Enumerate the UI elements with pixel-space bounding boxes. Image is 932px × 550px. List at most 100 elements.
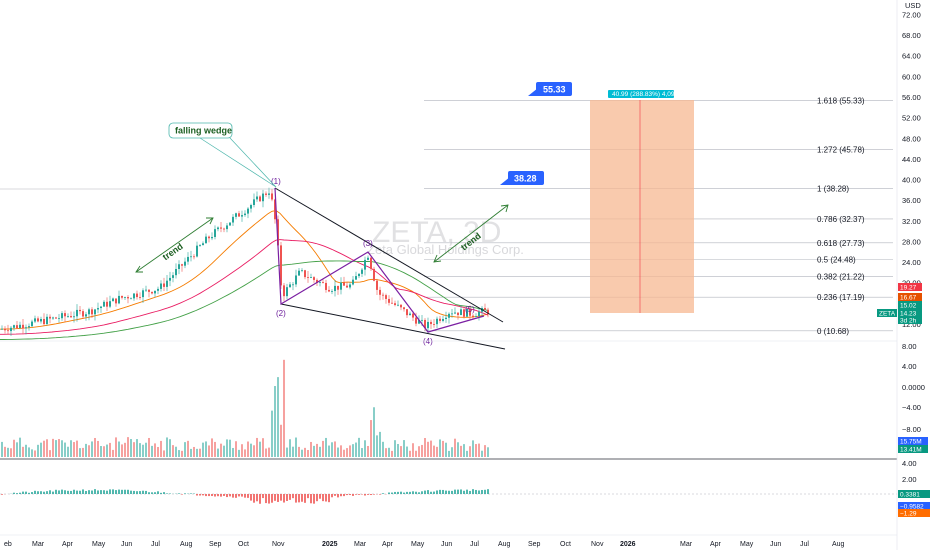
volume-bar-152 (457, 442, 459, 457)
callout-pointer-a (229, 137, 277, 188)
macd-bar-147 (442, 489, 444, 494)
candle-body-71 (214, 229, 216, 237)
time-tick-0: eb (4, 541, 12, 548)
macd-bar-82 (247, 494, 249, 498)
macd-bar-142 (427, 490, 429, 494)
watermark-ticker: ZETA, 3D (372, 216, 501, 249)
trend-arrow-right-head-up (500, 204, 509, 213)
candle-body-136 (409, 313, 411, 316)
candle-body-144 (433, 324, 435, 325)
volume-bar-24 (73, 442, 75, 457)
macd-bar-114 (343, 494, 345, 497)
macd-bar-127 (382, 493, 384, 494)
macd-bar-44 (133, 490, 135, 494)
candle-body-135 (406, 309, 408, 316)
macd-bar-117 (352, 494, 354, 496)
candle-body-47 (142, 290, 144, 298)
macd-bar-6 (19, 492, 21, 494)
volume-bar-132 (397, 443, 399, 457)
candle-body-55 (166, 280, 168, 287)
macd-bar-150 (451, 490, 453, 494)
candle-body-35 (106, 301, 108, 307)
macd-bar-61 (184, 493, 186, 494)
macd-bar-111 (334, 494, 336, 496)
trend-arrow-right (433, 204, 509, 263)
candle-body-106 (319, 282, 321, 283)
falling-wedge-callout[interactable] (168, 122, 233, 139)
long-position-box[interactable] (590, 100, 694, 313)
macd-bar-15 (46, 491, 48, 494)
candle-body-89 (268, 193, 270, 195)
volume-bar-81 (244, 449, 246, 457)
macd-bar-51 (154, 492, 156, 494)
volume-bar-114 (343, 449, 345, 457)
volume-bar-115 (346, 448, 348, 457)
candle-body-91 (274, 199, 276, 220)
macd-bar-95 (286, 494, 288, 501)
candle-body-22 (67, 316, 69, 317)
macd-tick-1: 2.00 (902, 475, 917, 484)
macd-bar-105 (316, 494, 318, 502)
volume-bar-84 (253, 445, 255, 457)
target-tag-upper[interactable] (536, 82, 572, 96)
candle-body-44 (133, 293, 135, 299)
volume-bar-96 (289, 439, 291, 457)
volume-bar-20 (61, 440, 63, 457)
volume-bar-158 (475, 444, 477, 457)
macd-bar-91 (274, 494, 276, 501)
volume-bar-43 (130, 439, 132, 457)
macd-bar-152 (457, 489, 459, 494)
macd-bar-30 (91, 490, 93, 494)
macd-bar-118 (355, 494, 357, 495)
volume-bar-112 (337, 447, 339, 457)
candle-body-25 (76, 309, 78, 317)
volume-bar-9 (28, 447, 30, 457)
macd-bar-67 (202, 494, 204, 496)
macd-bar-122 (367, 494, 369, 495)
candle-body-97 (292, 284, 294, 286)
candle-body-139 (418, 320, 420, 324)
candle-body-158 (475, 316, 477, 318)
macd-bar-81 (244, 494, 246, 498)
volume-bar-13 (40, 442, 42, 457)
candle-body-26 (79, 309, 81, 312)
volume-bar-128 (385, 448, 387, 457)
macd-bar-130 (391, 492, 393, 494)
volume-bar-17 (52, 438, 54, 457)
volume-tick-3: −4.00 (902, 403, 921, 412)
volume-bar-42 (127, 437, 129, 457)
candle-body-148 (445, 317, 447, 319)
candle-body-19 (58, 318, 60, 320)
candle-body-103 (310, 277, 312, 278)
candle-body-0 (1, 328, 3, 330)
candle-body-152 (457, 312, 459, 316)
candle-body-143 (430, 321, 432, 325)
macd-bar-46 (139, 491, 141, 494)
macd-tag-label-0: 0.3381 (900, 492, 920, 499)
fib-label-5: 0.5 (24.48) (817, 256, 856, 265)
volume-bar-137 (412, 443, 414, 457)
candle-body-141 (424, 319, 426, 329)
volume-bar-4 (13, 439, 15, 457)
watermark-company: Zeta Global Holdings Corp. (367, 242, 524, 257)
macd-bar-93 (280, 494, 282, 501)
macd-bar-8 (25, 491, 27, 494)
candle-body-68 (205, 236, 207, 244)
macd-bar-56 (169, 493, 171, 494)
macd-bar-36 (109, 489, 111, 494)
macd-bar-45 (136, 491, 138, 494)
volume-bar-29 (88, 445, 90, 457)
volume-tick-0: 8.00 (902, 342, 917, 351)
volume-bar-161 (484, 445, 486, 457)
volume-bar-78 (235, 441, 237, 457)
volume-bar-52 (157, 446, 159, 457)
volume-bar-120 (361, 448, 363, 457)
candle-body-104 (313, 277, 315, 280)
target-tag-lower[interactable] (508, 171, 544, 185)
volume-bar-53 (160, 440, 162, 457)
candle-body-111 (334, 285, 336, 292)
volume-bar-40 (121, 444, 123, 457)
macd-bar-113 (340, 494, 342, 497)
